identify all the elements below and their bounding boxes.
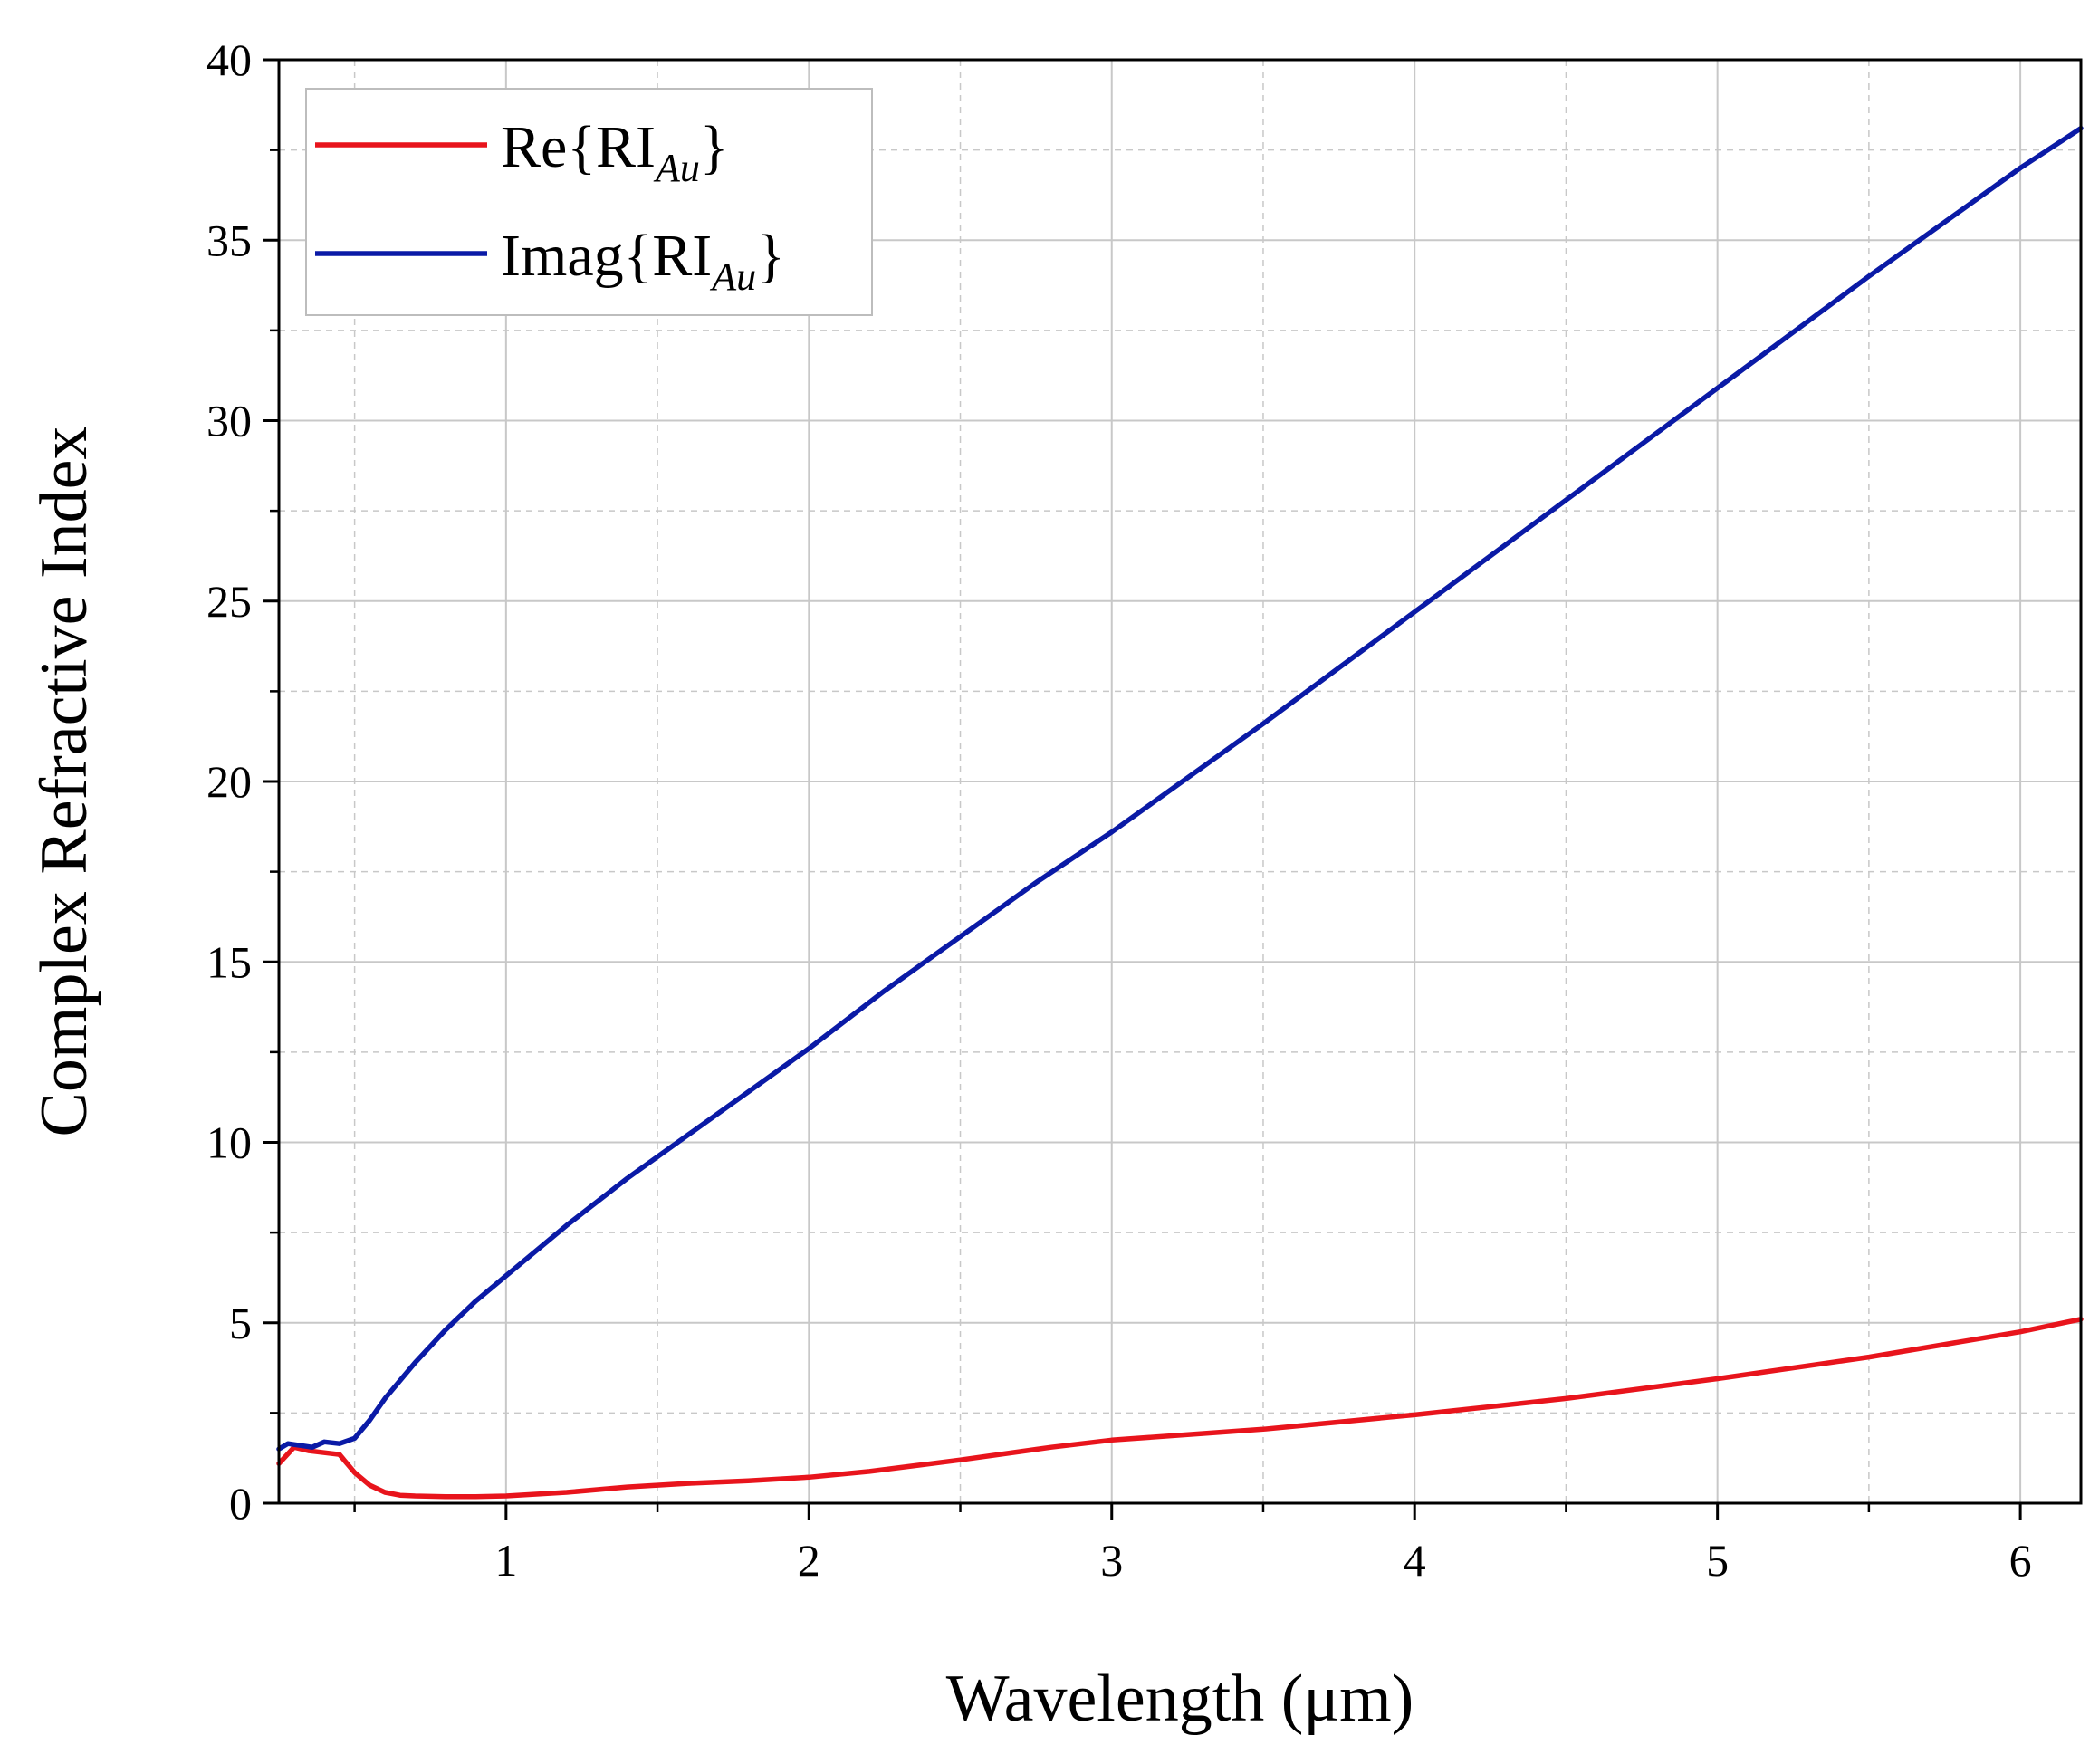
x-tick-label: 1 [494, 1535, 517, 1586]
series-line-imag [276, 125, 2084, 1452]
y-tick-label: 30 [206, 396, 252, 446]
x-tick-label: 2 [798, 1535, 820, 1586]
y-tick-label: 15 [206, 936, 252, 987]
x-tick-label: 5 [1706, 1535, 1729, 1586]
legend-label-imag: Imag{RIAu} [501, 223, 785, 299]
legend: Re{RIAu} Imag{RIAu} [305, 88, 873, 316]
series-line-re [276, 1317, 2084, 1500]
x-tick-label: 3 [1100, 1535, 1123, 1586]
axes [263, 58, 2083, 1520]
y-tick-label: 0 [229, 1478, 252, 1529]
y-tick-label: 10 [206, 1117, 252, 1168]
plot-series [276, 125, 2084, 1500]
y-tick-label: 40 [206, 34, 252, 85]
y-tick-label: 25 [206, 576, 252, 627]
legend-box [305, 88, 873, 316]
y-axis-title: Complex Refractive Index [27, 427, 101, 1137]
y-tick-label: 5 [229, 1298, 252, 1348]
tick-labels: 1 2 3 4 5 6 0 5 10 15 20 25 30 35 40 [206, 34, 2032, 1586]
x-axis-title: Wavelength (μm) [946, 1662, 1414, 1736]
legend-label-re: Re{RIAu} [501, 114, 729, 190]
x-tick-label: 6 [2009, 1535, 2032, 1586]
x-tick-label: 4 [1404, 1535, 1426, 1586]
y-tick-label: 20 [206, 756, 252, 807]
y-tick-label: 35 [206, 215, 252, 265]
